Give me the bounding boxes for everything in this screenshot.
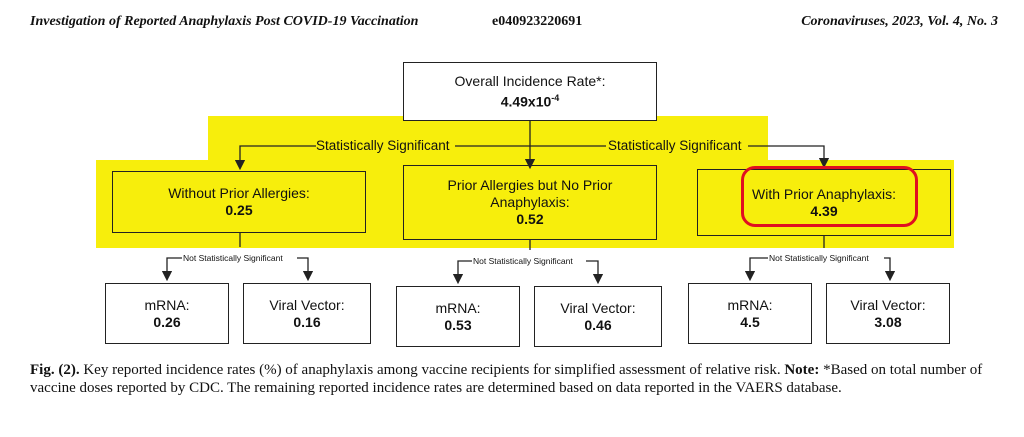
highlight-sig-labels: [208, 116, 768, 166]
caption-text: Key reported incidence rates (%) of anap…: [79, 362, 785, 378]
root-value: 4.49x10-4: [500, 92, 560, 110]
leaf-value: 4.5: [740, 313, 760, 330]
journal-info: Coronaviruses, 2023, Vol. 4, No. 3: [801, 14, 998, 29]
sig-label-left: Statistically Significant: [316, 138, 450, 153]
running-title: Investigation of Reported Anaphylaxis Po…: [30, 14, 419, 29]
figure-caption: Fig. (2). Key reported incidence rates (…: [30, 361, 1000, 397]
group-label: With Prior Anaphylaxis:: [752, 185, 896, 202]
leaf-value: 0.46: [584, 316, 612, 333]
red-circle-annotation: [741, 166, 918, 227]
ns-label-group-1: Not Statistically Significant: [183, 253, 283, 263]
sig-label-right: Statistically Significant: [608, 138, 742, 153]
leaf-box-mrna: mRNA: 0.26: [105, 283, 229, 344]
leaf-box-viral-vector: Viral Vector: 0.46: [534, 286, 662, 347]
leaf-value: 0.16: [293, 313, 321, 330]
ns-label-group-2: Not Statistically Significant: [473, 256, 573, 266]
group-box-without-prior-allergies: Without Prior Allergies: 0.25: [112, 171, 366, 233]
group-label: Without Prior Allergies:: [168, 185, 310, 201]
leaf-box-viral-vector: Viral Vector: 0.16: [243, 283, 371, 344]
caption-note-label: Note:: [784, 362, 820, 378]
leaf-value: 0.53: [444, 316, 472, 333]
group-box-prior-allergies-no-anaphylaxis: Prior Allergies but No Prior Anaphylaxis…: [403, 165, 657, 240]
leaf-label: Viral Vector:: [560, 299, 636, 316]
leaf-box-mrna: mRNA: 4.5: [688, 283, 812, 344]
group-box-with-prior-anaphylaxis: With Prior Anaphylaxis: 4.39: [697, 169, 951, 236]
leaf-label: Viral Vector:: [850, 296, 926, 313]
leaf-box-viral-vector: Viral Vector: 3.08: [826, 283, 950, 344]
leaf-label: mRNA:: [144, 296, 190, 313]
group-value: 0.25: [225, 202, 253, 218]
leaf-label: Viral Vector:: [269, 296, 345, 313]
root-label: Overall Incidence Rate*:: [454, 72, 606, 89]
group-value: 0.52: [516, 211, 544, 227]
ns-label-group-3: Not Statistically Significant: [769, 253, 869, 263]
leaf-box-mrna: mRNA: 0.53: [396, 286, 520, 347]
leaf-value: 0.26: [153, 313, 181, 330]
caption-fig-label: Fig. (2).: [30, 362, 80, 378]
root-box-overall-rate: Overall Incidence Rate*: 4.49x10-4: [403, 62, 657, 121]
group-label: Prior Allergies but No Prior Anaphylaxis…: [447, 177, 613, 210]
leaf-label: mRNA:: [435, 299, 481, 316]
leaf-label: mRNA:: [727, 296, 773, 313]
group-value: 4.39: [810, 202, 838, 219]
caption-note-text: *Based on total number of vaccine doses …: [30, 362, 983, 396]
article-code: e040923220691: [492, 14, 583, 29]
leaf-value: 3.08: [874, 313, 902, 330]
highlight-middle-row: [96, 160, 954, 248]
